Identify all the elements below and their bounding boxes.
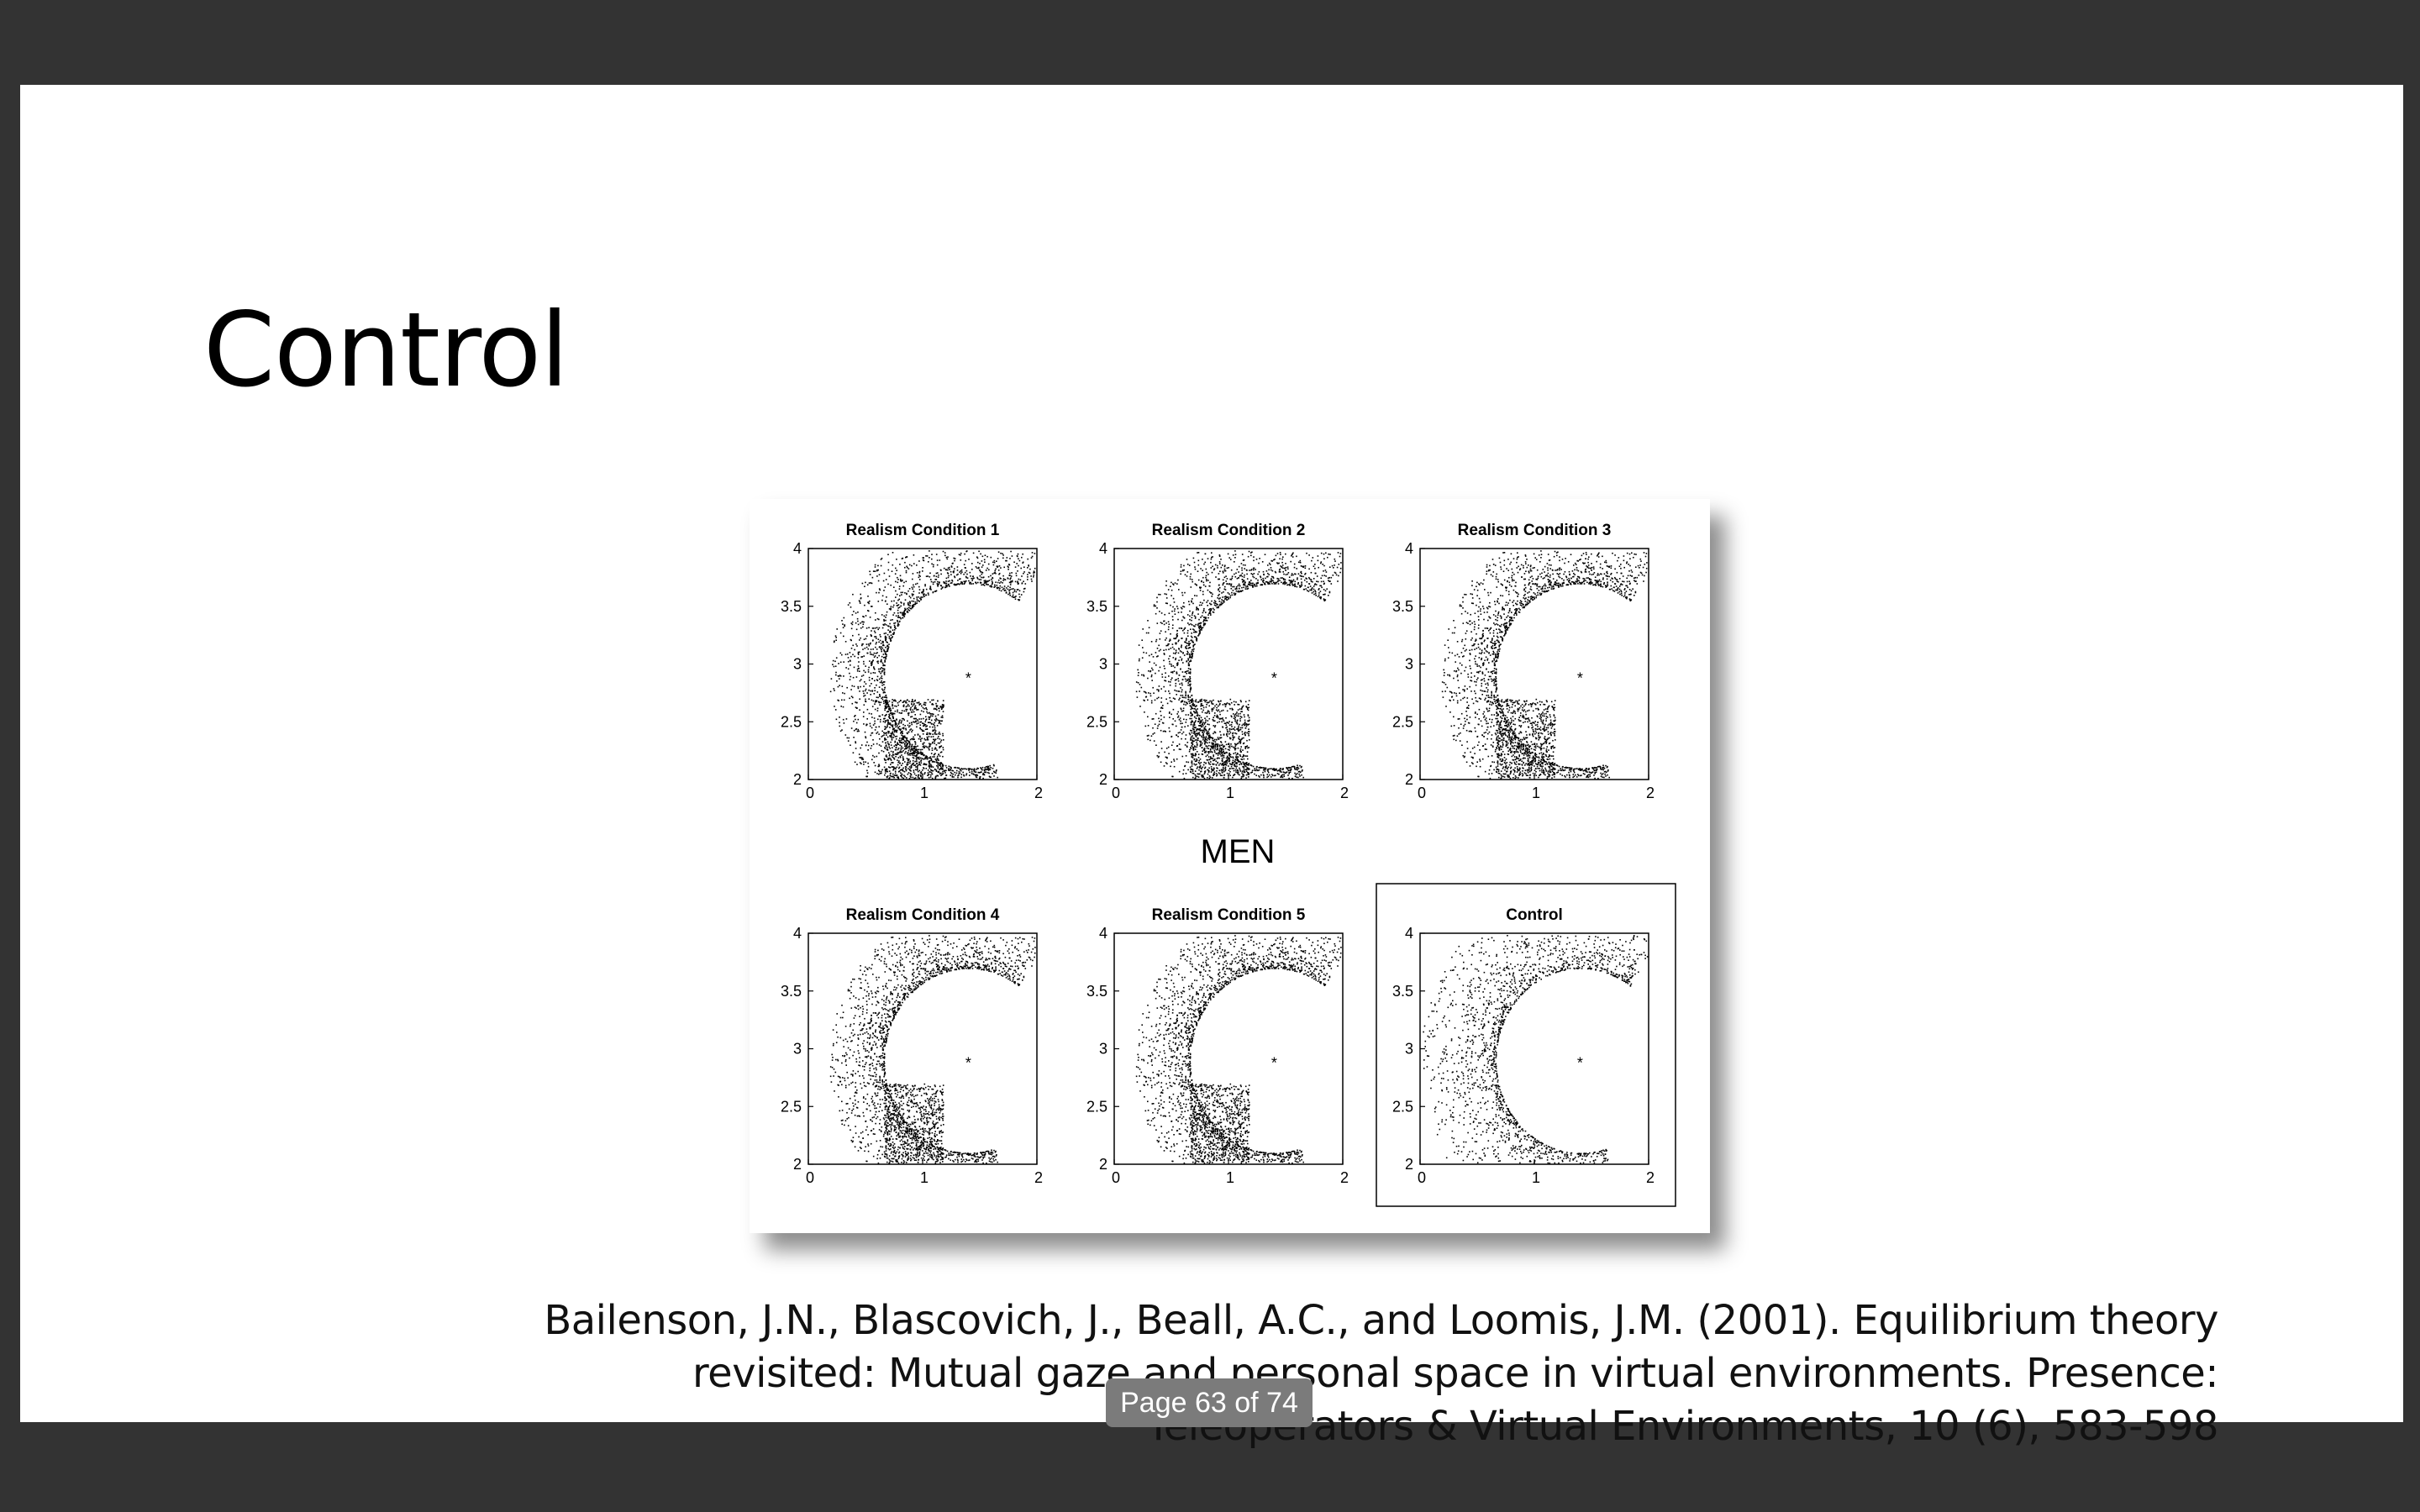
- target-marker: *: [1271, 1054, 1277, 1071]
- y-tick-label: 2: [1099, 771, 1107, 788]
- x-tick-label: 2: [1340, 1169, 1349, 1186]
- scatter-panel-1: Realism Condition 1 0 1 2 2 2.5 3 3.5 4 *: [781, 522, 1043, 801]
- target-marker: *: [965, 1054, 971, 1071]
- y-tick-label: 4: [793, 925, 802, 942]
- scatter-panel-3: Realism Condition 3 0 1 2 2 2.5 3 3.5 4 *: [1392, 522, 1655, 801]
- y-tick-label: 3.5: [781, 983, 802, 1000]
- x-tick-label: 1: [920, 1169, 929, 1186]
- target-marker: *: [1577, 1054, 1583, 1071]
- y-tick-label: 3.5: [1086, 598, 1107, 615]
- target-marker: *: [965, 669, 971, 686]
- panel-title: Realism Condition 1: [846, 522, 1000, 539]
- y-tick-label: 2.5: [781, 1098, 802, 1115]
- figure-svg: Realism Condition 10 1 222.533.54*Realism …: [781, 522, 1676, 1207]
- target-marker: *: [1577, 669, 1583, 686]
- citation-line-3: Teleoperators & Virtual Environments, 10…: [1146, 1403, 2218, 1450]
- x-tick-label: 0: [1112, 1169, 1120, 1186]
- y-tick-label: 4: [1405, 540, 1413, 557]
- scatter-panel-5: Realism Condition 5 0 1 2 2 2.5 3 3.5 4 *: [1086, 906, 1349, 1186]
- x-tick-label: 1: [1532, 785, 1540, 801]
- page-indicator: Page 63 of 74: [1106, 1378, 1313, 1427]
- x-tick-label: 2: [1340, 785, 1349, 801]
- scatter-panel-4: Realism Condition 4 0 1 2 2 2.5 3 3.5 4 *: [781, 906, 1043, 1186]
- x-tick-label: 0: [1418, 1169, 1426, 1186]
- slide-title: Control: [203, 291, 569, 410]
- trajectory-points: [1423, 935, 1649, 1164]
- y-tick-label: 4: [793, 540, 802, 557]
- x-tick-label: 2: [1034, 785, 1043, 801]
- y-tick-label: 2: [793, 1156, 802, 1173]
- y-tick-label: 3: [793, 656, 802, 673]
- y-tick-label: 4: [1099, 925, 1107, 942]
- y-tick-label: 2: [1099, 1156, 1107, 1173]
- y-tick-label: 2.5: [1392, 1098, 1413, 1115]
- citation: Bailenson, J.N., Blascovich, J., Beall, …: [319, 1294, 2218, 1453]
- y-tick-label: 3.5: [1392, 598, 1413, 615]
- x-tick-label: 0: [806, 1169, 814, 1186]
- x-tick-label: 2: [1646, 1169, 1655, 1186]
- y-tick-label: 3: [1099, 1041, 1107, 1058]
- y-tick-label: 2: [793, 771, 802, 788]
- y-tick-label: 3.5: [1086, 983, 1107, 1000]
- y-tick-label: 2.5: [1392, 713, 1413, 730]
- y-tick-label: 3: [793, 1041, 802, 1058]
- citation-line-2: revisited: Mutual gaze and personal spac…: [692, 1350, 2219, 1397]
- citation-line-1: Bailenson, J.N., Blascovich, J., Beall, …: [544, 1297, 2218, 1344]
- target-marker: *: [1271, 669, 1277, 686]
- y-tick-label: 4: [1405, 925, 1413, 942]
- trajectory-points: [829, 550, 1036, 780]
- y-tick-label: 2.5: [1086, 713, 1107, 730]
- x-tick-label: 1: [1226, 785, 1234, 801]
- x-tick-label: 0: [1112, 785, 1120, 801]
- x-tick-label: 2: [1646, 785, 1655, 801]
- x-tick-label: 1: [920, 785, 929, 801]
- y-tick-label: 3: [1099, 656, 1107, 673]
- panel-axes-box: [1419, 932, 1649, 1165]
- x-tick-label: 1: [1532, 1169, 1540, 1186]
- y-tick-label: 2: [1405, 1156, 1413, 1173]
- trajectory-points: [1135, 550, 1342, 780]
- x-tick-label: 0: [1418, 785, 1426, 801]
- y-tick-label: 3: [1405, 1041, 1413, 1058]
- panel-title: Control: [1506, 906, 1563, 924]
- slide: Control Realism Condition 1 0 1 2 2 2.5 3 3.5 4 *…: [20, 85, 2403, 1450]
- y-tick-label: 3.5: [1392, 983, 1413, 1000]
- x-tick-label: 1: [1226, 1169, 1234, 1186]
- panel-title: Realism Condition 5: [1152, 906, 1306, 924]
- panel-title: Realism Condition 4: [846, 906, 1000, 924]
- y-tick-label: 2: [1405, 771, 1413, 788]
- scatter-figure: Realism Condition 1 0 1 2 2 2.5 3 3.5 4 * Realism …: [750, 499, 1710, 1233]
- figure-center-label: MEN: [1201, 833, 1276, 870]
- trajectory-points: [1441, 550, 1648, 780]
- x-tick-label: 2: [1034, 1169, 1043, 1186]
- y-tick-label: 3: [1405, 656, 1413, 673]
- y-tick-label: 2.5: [781, 713, 802, 730]
- y-tick-label: 3.5: [781, 598, 802, 615]
- panel-title: Realism Condition 3: [1458, 522, 1612, 539]
- x-tick-label: 0: [806, 785, 814, 801]
- y-tick-label: 2.5: [1086, 1098, 1107, 1115]
- panel-title: Realism Condition 2: [1152, 522, 1306, 539]
- scatter-panel-2: Realism Condition 2 0 1 2 2 2.5 3 3.5 4 *: [1086, 522, 1349, 801]
- trajectory-points: [1135, 935, 1342, 1164]
- y-tick-label: 4: [1099, 540, 1107, 557]
- control-panel-frame: [1376, 883, 1676, 1207]
- trajectory-points: [829, 935, 1036, 1164]
- scatter-panel-6: Control 0 1 2 2 2.5 3 3.5 4 *: [1376, 883, 1676, 1207]
